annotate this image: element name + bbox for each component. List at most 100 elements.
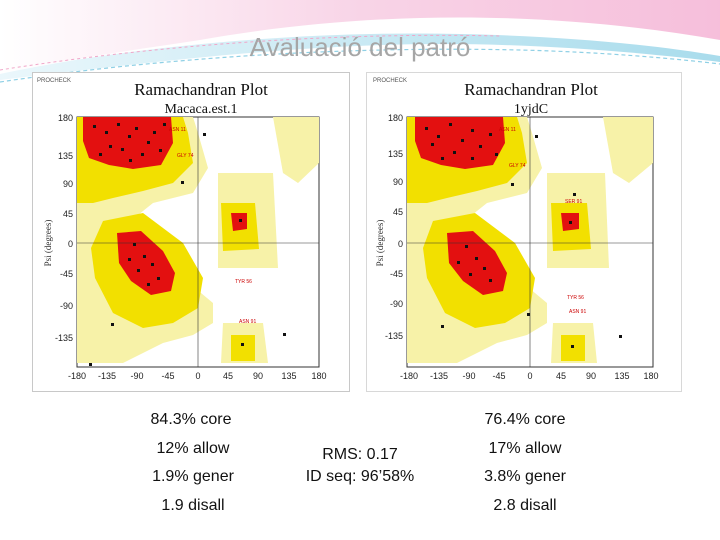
x-tick-label: -90 <box>462 371 475 381</box>
residue-point <box>569 221 572 224</box>
y-tick-label: 135 <box>388 149 403 159</box>
y-tick-label: 135 <box>58 151 73 161</box>
plot-subtitle: 1yjdC <box>514 102 548 117</box>
residue-point <box>489 133 492 136</box>
header-decoration <box>0 0 720 83</box>
x-tick-label: 45 <box>556 371 566 381</box>
x-tick-label: -135 <box>430 371 448 381</box>
y-tick-label: 0 <box>68 239 73 249</box>
residue-point <box>495 153 498 156</box>
core-region <box>83 117 173 169</box>
residue-point <box>147 283 150 286</box>
x-tick-label: -90 <box>130 371 143 381</box>
ramachandran-plot-left: PROCHECK Ramachandran Plot Macaca.est.1 <box>32 72 350 392</box>
y-tick-label: -45 <box>60 269 73 279</box>
residue-point <box>153 131 156 134</box>
residue-point <box>89 363 92 366</box>
residue-point <box>573 193 576 196</box>
slide-title: Avaluació del patró <box>249 32 471 62</box>
y-axis-label: Psi (degrees) <box>43 220 53 267</box>
y-tick-label: -90 <box>60 301 73 311</box>
residue-point <box>471 157 474 160</box>
core-percent-left: 84.3% core <box>150 411 232 428</box>
allowed-percent-right: 17% allow <box>488 440 562 457</box>
residue-point <box>479 145 482 148</box>
rms-value: RMS: 0.17 <box>322 446 398 463</box>
residue-point <box>128 135 131 138</box>
x-tick-label: -180 <box>400 371 418 381</box>
stats-box-left <box>128 400 328 530</box>
y-tick-label: 0 <box>398 239 403 249</box>
x-tick-label: -45 <box>492 371 505 381</box>
core-region <box>415 117 505 169</box>
y-tick-label: 90 <box>63 179 73 189</box>
residue-point <box>121 148 124 151</box>
y-tick-label: -135 <box>385 331 403 341</box>
residue-point <box>159 149 162 152</box>
residue-point <box>135 127 138 130</box>
residue-point <box>465 245 468 248</box>
x-tick-label: 90 <box>253 371 263 381</box>
y-tick-label: 45 <box>393 207 403 217</box>
residue-point <box>143 255 146 258</box>
residue-point <box>203 133 206 136</box>
residue-label: SER 91 <box>565 199 582 205</box>
x-tick-label: -45 <box>161 371 174 381</box>
residue-point <box>151 263 154 266</box>
sequence-identity: ID seq: 96’58% <box>305 468 415 485</box>
residue-point <box>283 333 286 336</box>
residue-point <box>437 135 440 138</box>
y-tick-label: 45 <box>63 209 73 219</box>
y-tick-label: -135 <box>55 333 73 343</box>
y-tick-label: -45 <box>390 269 403 279</box>
residue-point <box>137 269 140 272</box>
residue-point <box>93 125 96 128</box>
x-tick-label: 0 <box>527 371 532 381</box>
x-tick-label: 135 <box>281 371 296 381</box>
comparison-summary: RMS: 0.17 ID seq: 96’58% <box>290 444 430 488</box>
residue-point <box>571 345 574 348</box>
residue-point <box>619 335 622 338</box>
residue-point <box>489 279 492 282</box>
allowed-region <box>231 335 255 361</box>
residue-point <box>147 141 150 144</box>
residue-label: ASN 11 <box>169 127 186 133</box>
core-percent-right: 76.4% core <box>484 411 566 428</box>
residue-point <box>511 183 514 186</box>
x-tick-label: 0 <box>195 371 200 381</box>
disallowed-percent-left: 1.9 disall <box>161 497 225 514</box>
residue-point <box>461 139 464 142</box>
residue-label: GLY 74 <box>177 153 194 159</box>
residue-point <box>99 153 102 156</box>
residue-label: TYR 56 <box>567 295 584 301</box>
residue-point <box>157 277 160 280</box>
x-tick-label: -135 <box>98 371 116 381</box>
residue-point <box>535 135 538 138</box>
procheck-tag: PROCHECK <box>37 78 71 84</box>
generous-percent-left: 1.9% gener <box>152 468 234 485</box>
residue-label: ASN 11 <box>499 127 516 133</box>
residue-point <box>431 143 434 146</box>
y-tick-label: 90 <box>393 177 403 187</box>
x-tick-label: 180 <box>643 371 658 381</box>
residue-point <box>111 323 114 326</box>
plot-title: Ramachandran Plot <box>134 80 268 99</box>
allowed-percent-left: 12% allow <box>156 440 230 457</box>
residue-point <box>527 313 530 316</box>
ramachandran-plot-left-canvas: PROCHECK Ramachandran Plot Macaca.est.1 <box>37 78 327 381</box>
ramachandran-plot-right: PROCHECK Ramachandran Plot 1yjdC <box>366 72 682 392</box>
residue-point <box>483 267 486 270</box>
residue-label: GLY 74 <box>509 163 526 169</box>
residue-points <box>89 123 286 366</box>
stats-box-right <box>462 400 662 530</box>
x-tick-label: 180 <box>311 371 326 381</box>
residue-point <box>128 258 131 261</box>
x-tick-label: 45 <box>223 371 233 381</box>
residue-label: TYR 56 <box>235 279 252 285</box>
generous-percent-right: 3.8% gener <box>484 468 566 485</box>
residue-point <box>181 181 184 184</box>
residue-point <box>441 157 444 160</box>
plot-title: Ramachandran Plot <box>464 80 598 99</box>
residue-point <box>105 131 108 134</box>
generous-region <box>273 117 319 183</box>
